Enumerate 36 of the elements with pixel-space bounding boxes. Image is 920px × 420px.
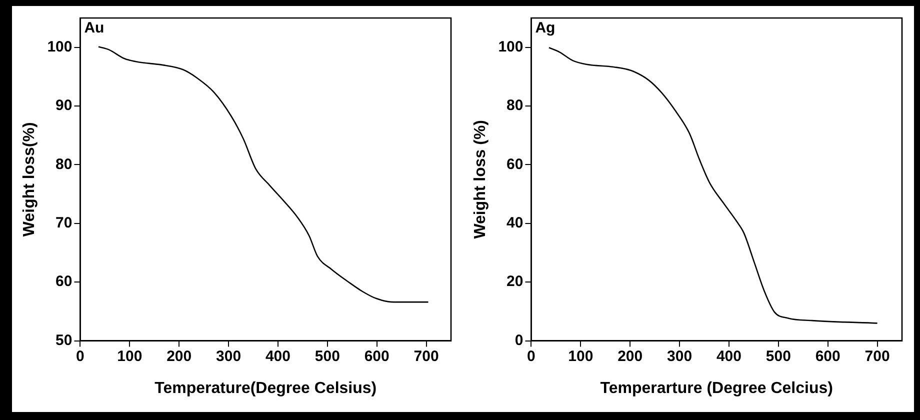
y-tick-label: 100 bbox=[498, 38, 524, 56]
y-tick-label: 70 bbox=[56, 214, 72, 232]
y-tick-label: 50 bbox=[56, 332, 72, 349]
x-tick-label: 600 bbox=[815, 348, 840, 365]
y-tick-label: 100 bbox=[47, 38, 72, 56]
y-tick-label: 80 bbox=[56, 156, 72, 173]
x-axis-title: Temperarture (Degree Celcius) bbox=[600, 380, 833, 397]
line-series bbox=[548, 46, 878, 324]
x-tick-label: 0 bbox=[527, 348, 536, 365]
x-tick-label: 100 bbox=[568, 348, 594, 365]
x-tick-label: 100 bbox=[117, 348, 142, 365]
y-tick-label: 20 bbox=[506, 273, 524, 290]
y-tick-label: 60 bbox=[56, 273, 72, 290]
y-axis-title: Weight loss(%) bbox=[21, 122, 38, 237]
x-tick-label: 200 bbox=[166, 348, 192, 365]
y-tick-label: 40 bbox=[506, 214, 524, 232]
line-series bbox=[98, 46, 429, 303]
x-tick-label: 700 bbox=[414, 348, 439, 365]
x-axis-title: Temperature(Degree Celsius) bbox=[154, 380, 377, 397]
x-tick-label: 200 bbox=[618, 348, 643, 365]
x-tick-label: 700 bbox=[864, 348, 890, 365]
annotation: Au bbox=[84, 20, 104, 37]
x-tick-label: 600 bbox=[364, 348, 390, 365]
y-tick-label: 0 bbox=[514, 332, 524, 349]
x-tick-label: 500 bbox=[766, 348, 791, 365]
y-tick-label: 90 bbox=[56, 97, 72, 114]
x-tick-label: 500 bbox=[314, 348, 340, 365]
y-axis-title: Weight loss (%) bbox=[472, 120, 490, 239]
y-tick-label: 60 bbox=[506, 156, 524, 173]
x-tick-label: 300 bbox=[216, 348, 242, 365]
y-tick-label: 80 bbox=[506, 97, 524, 114]
x-tick-label: 0 bbox=[76, 348, 84, 365]
x-tick-label: 400 bbox=[265, 348, 290, 365]
x-tick-label: 300 bbox=[667, 348, 692, 365]
annotation: Ag bbox=[535, 20, 556, 37]
x-tick-label: 400 bbox=[716, 348, 742, 365]
